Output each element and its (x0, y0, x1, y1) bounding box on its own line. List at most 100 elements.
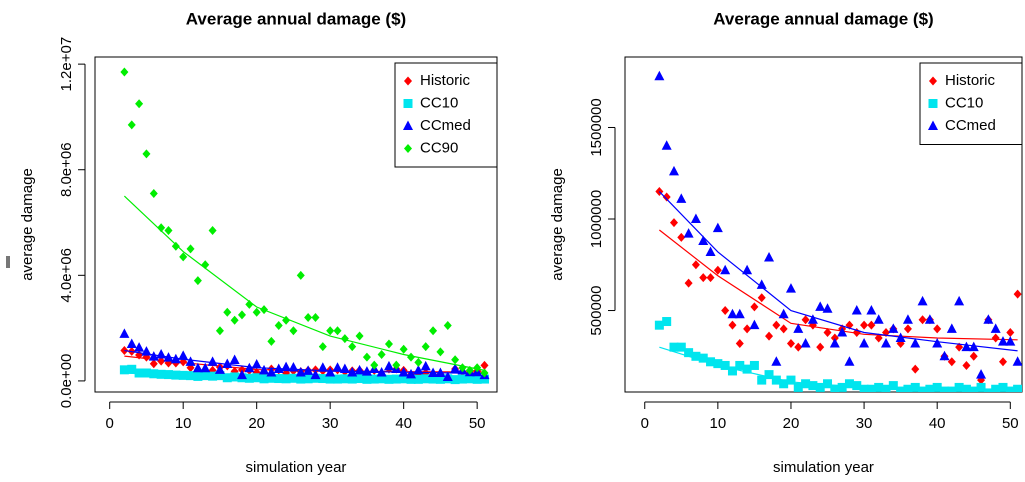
point (946, 323, 957, 333)
point (662, 317, 672, 327)
point (669, 218, 678, 228)
point (851, 305, 862, 315)
point (706, 357, 716, 367)
point (669, 342, 679, 352)
point (706, 273, 715, 283)
point (684, 348, 694, 358)
point (676, 342, 686, 352)
x-tick-label: 20 (248, 415, 265, 432)
point (727, 308, 738, 319)
point (698, 235, 709, 245)
plot-area (119, 67, 490, 385)
point (208, 225, 217, 235)
legend-marker (403, 99, 413, 108)
point (881, 337, 892, 348)
point (815, 382, 825, 392)
point (126, 338, 137, 348)
point (785, 283, 796, 293)
point (421, 342, 430, 352)
point (1005, 336, 1016, 346)
point (998, 382, 1008, 392)
point (340, 334, 349, 344)
point (961, 341, 972, 352)
legend-label: Historic (420, 72, 471, 89)
point (860, 320, 869, 330)
point (259, 364, 270, 375)
point (830, 384, 840, 392)
point (823, 379, 833, 389)
point (267, 336, 276, 346)
point (451, 355, 460, 365)
chart-title: Average annual damage ($) (713, 9, 933, 28)
point (734, 308, 745, 319)
point (120, 67, 129, 77)
trend-line (658, 191, 1018, 352)
point (1006, 328, 1015, 338)
point (200, 371, 210, 381)
point (742, 364, 752, 374)
y-axis-label: average damage (549, 168, 566, 281)
point (823, 328, 832, 338)
point (720, 264, 731, 275)
point (222, 373, 232, 383)
point (779, 379, 789, 389)
point (127, 120, 136, 130)
point (779, 324, 788, 334)
plot-frame (94, 56, 498, 393)
point (837, 382, 847, 392)
trend-line (123, 195, 485, 371)
point (815, 301, 826, 311)
legend-label: CC10 (945, 94, 983, 111)
point (925, 384, 935, 392)
trend-line (659, 346, 1018, 392)
point (990, 323, 1001, 333)
point (296, 270, 305, 280)
point (924, 314, 935, 324)
point (149, 188, 158, 198)
point (480, 368, 489, 378)
point (229, 354, 240, 365)
point (801, 315, 810, 325)
point (134, 342, 145, 352)
legend-marker (928, 120, 938, 130)
point (141, 368, 151, 378)
point (801, 379, 811, 389)
point (266, 366, 277, 377)
point (252, 307, 261, 317)
point (354, 364, 365, 375)
point (969, 351, 978, 361)
point (214, 364, 225, 374)
point (333, 326, 342, 336)
point (407, 352, 416, 362)
point (947, 357, 956, 367)
point (304, 313, 313, 323)
legend-box (394, 62, 498, 168)
point (954, 295, 965, 306)
point (259, 374, 269, 384)
legend-label: CCmed (420, 117, 471, 134)
x-axis-label: simulation year (246, 459, 347, 476)
point (888, 323, 899, 333)
x-axis-label: simulation year (773, 459, 874, 476)
point (793, 323, 804, 333)
point (383, 360, 394, 371)
point (698, 353, 708, 363)
point (829, 337, 840, 348)
point (119, 365, 129, 375)
point (317, 362, 328, 372)
legend-label: CC10 (420, 94, 458, 111)
point (178, 350, 189, 360)
point (429, 326, 438, 336)
x-tick-label: 30 (322, 415, 339, 432)
point (786, 375, 796, 385)
point (742, 264, 753, 275)
point (654, 70, 665, 81)
point (215, 371, 225, 381)
point (1012, 356, 1022, 366)
point (654, 320, 664, 330)
point (983, 314, 994, 324)
point (171, 241, 180, 251)
point (807, 314, 818, 324)
point (325, 366, 336, 377)
point (844, 379, 854, 389)
